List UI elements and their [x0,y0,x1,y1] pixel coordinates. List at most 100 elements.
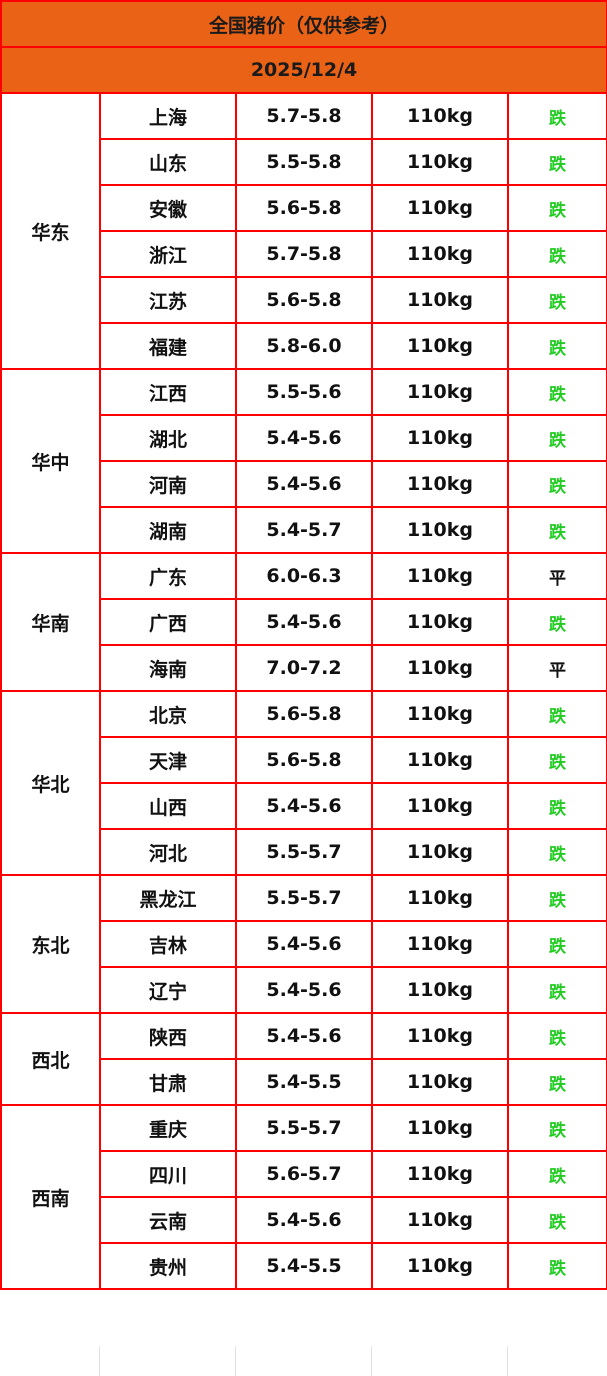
table-row: 河南 5.4-5.6 110kg 跌 [1,460,607,508]
price-cell: 5.4-5.6 [235,1196,373,1244]
weight-cell: 110kg [371,874,509,922]
price-cell: 6.0-6.3 [235,552,373,600]
price-cell: 5.4-5.6 [235,966,373,1014]
province-cell: 贵州 [99,1242,237,1290]
table-row: 华中 江西 5.5-5.6 110kg 跌 [0,368,607,554]
weight-cell: 110kg [371,1012,509,1060]
table-row: 海南 7.0-7.2 110kg 平 [1,644,607,692]
price-cell: 5.4-5.5 [235,1058,373,1106]
region-cell: 华北 [0,690,101,876]
price-cell: 5.4-5.5 [235,1242,373,1290]
table-row: 四川 5.6-5.7 110kg 跌 [1,1150,607,1198]
price-cell: 7.0-7.2 [235,644,373,692]
table-title: 全国猪价（仅供参考） [0,0,607,48]
trend-cell: 跌 [506,874,607,922]
region-cell: 西南 [0,1104,101,1290]
table-row: 浙江 5.7-5.8 110kg 跌 [1,230,607,278]
weight-cell: 110kg [371,690,509,738]
price-cell: 5.4-5.7 [235,506,373,554]
province-cell: 广西 [99,598,237,646]
trend-cell: 跌 [506,1058,607,1106]
province-cell: 湖北 [99,414,237,462]
province-cell: 河南 [99,460,237,508]
trend-cell: 跌 [506,138,607,186]
price-cell: 5.5-5.6 [235,368,373,416]
weight-cell: 110kg [371,276,509,324]
province-cell: 黑龙江 [99,874,237,922]
price-cell: 5.6-5.7 [235,1150,373,1198]
trend-cell: 跌 [506,828,607,876]
date-row: 2025/12/4 [0,46,607,94]
region-cell: 华东 [0,92,101,370]
price-cell: 5.7-5.8 [235,92,373,140]
weight-cell: 110kg [371,184,509,232]
weight-cell: 110kg [371,1058,509,1106]
weight-cell: 110kg [371,1104,509,1152]
weight-cell: 110kg [371,230,509,278]
table-row: 山东 5.5-5.8 110kg 跌 [1,138,607,186]
province-cell: 安徽 [99,184,237,232]
region-cell: 西北 [0,1012,101,1106]
table-row: 江苏 5.6-5.8 110kg 跌 [1,276,607,324]
price-cell: 5.6-5.8 [235,736,373,784]
province-cell: 陕西 [99,1012,237,1060]
province-cell: 浙江 [99,230,237,278]
pig-price-table: 全国猪价（仅供参考） 2025/12/4 华东 上海 5.7-5.8 110kg 跌山东… [0,0,607,1290]
trend-cell: 跌 [506,1242,607,1290]
table-row: 华东 上海 5.7-5.8 110kg 跌 [0,92,607,370]
price-cell: 5.6-5.8 [235,184,373,232]
province-cell: 上海 [99,92,237,140]
province-cell: 山西 [99,782,237,830]
weight-cell: 110kg [371,782,509,830]
weight-cell: 110kg [371,966,509,1014]
table-row: 西北 陕西 5.4-5.6 110kg 跌 [0,1012,607,1106]
province-cell: 云南 [99,1196,237,1244]
price-cell: 5.4-5.6 [235,920,373,968]
province-cell: 湖南 [99,506,237,554]
table-row: 华南 广东 6.0-6.3 110kg 平 [0,552,607,692]
table-row: 吉林 5.4-5.6 110kg 跌 [1,920,607,968]
trend-cell: 跌 [506,966,607,1014]
trend-cell: 跌 [506,460,607,508]
weight-cell: 110kg [371,920,509,968]
province-cell: 辽宁 [99,966,237,1014]
province-cell: 河北 [99,828,237,876]
trend-cell: 跌 [506,1012,607,1060]
table-row: 山西 5.4-5.6 110kg 跌 [1,782,607,830]
table-row: 天津 5.6-5.8 110kg 跌 [1,736,607,784]
trend-cell: 跌 [506,276,607,324]
table-row: 福建 5.8-6.0 110kg 跌 [1,322,607,370]
table-row: 东北 黑龙江 5.5-5.7 110kg 跌 [0,874,607,1014]
province-cell: 福建 [99,322,237,370]
weight-cell: 110kg [371,1196,509,1244]
trend-cell: 跌 [506,690,607,738]
province-cell: 北京 [99,690,237,738]
province-cell: 山东 [99,138,237,186]
price-cell: 5.4-5.6 [235,414,373,462]
price-cell: 5.4-5.6 [235,598,373,646]
table-row: 贵州 5.4-5.5 110kg 跌 [1,1242,607,1290]
province-cell: 海南 [99,644,237,692]
trend-cell: 跌 [506,230,607,278]
table-row: 湖南 5.4-5.7 110kg 跌 [1,506,607,554]
province-cell: 天津 [99,736,237,784]
table-row: 湖北 5.4-5.6 110kg 跌 [1,414,607,462]
province-cell: 重庆 [99,1104,237,1152]
table-row: 甘肃 5.4-5.5 110kg 跌 [1,1058,607,1106]
price-cell: 5.4-5.6 [235,1012,373,1060]
weight-cell: 110kg [371,644,509,692]
table-row: 西南 重庆 5.5-5.7 110kg 跌 [0,1104,607,1290]
weight-cell: 110kg [371,92,509,140]
trend-cell: 跌 [506,736,607,784]
price-cell: 5.4-5.6 [235,460,373,508]
weight-cell: 110kg [371,368,509,416]
weight-cell: 110kg [371,322,509,370]
province-cell: 江苏 [99,276,237,324]
weight-cell: 110kg [371,460,509,508]
table-row: 华北 北京 5.6-5.8 110kg 跌 [0,690,607,876]
trend-cell: 跌 [506,184,607,232]
price-cell: 5.5-5.7 [235,828,373,876]
title-row: 全国猪价（仅供参考） [0,0,607,48]
province-cell: 江西 [99,368,237,416]
price-cell: 5.6-5.8 [235,276,373,324]
